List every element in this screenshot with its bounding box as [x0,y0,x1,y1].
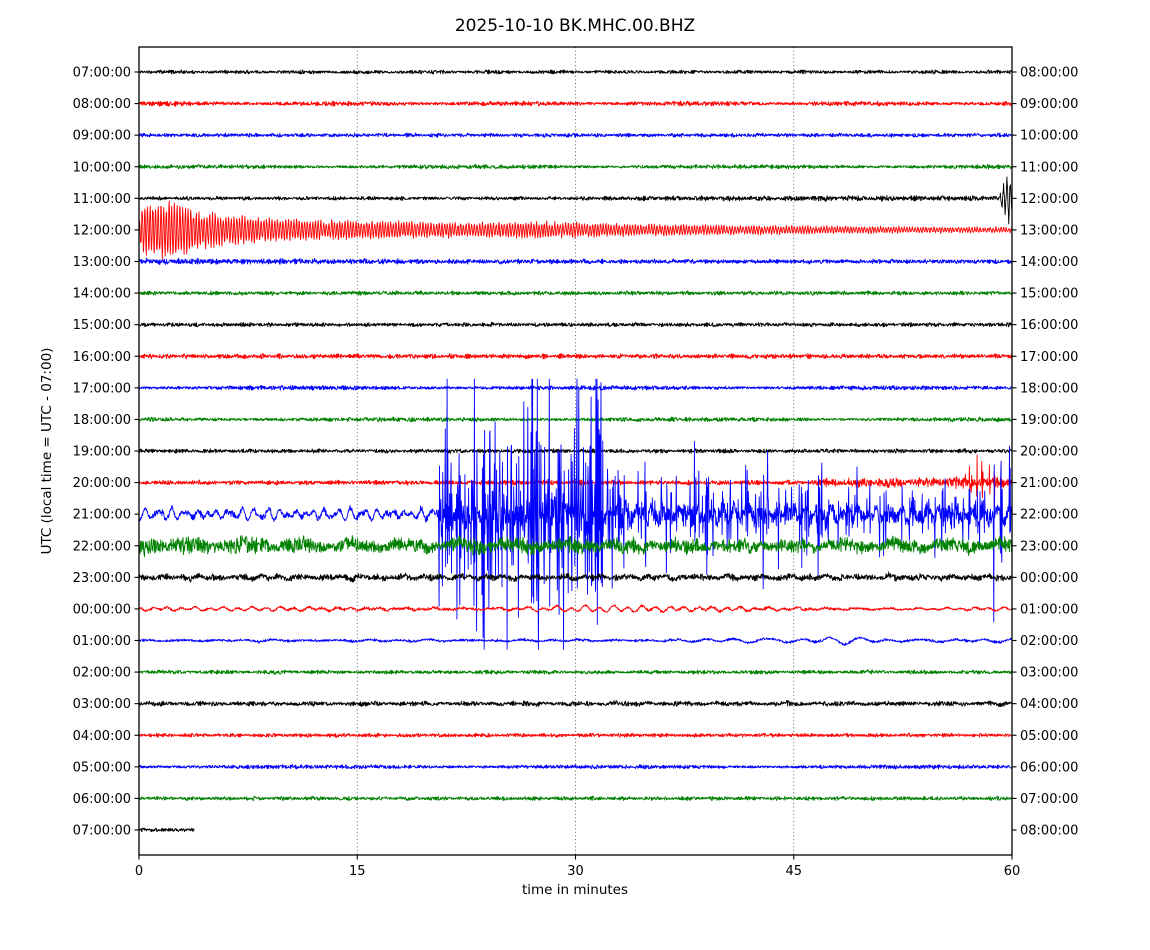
left-time-label: 07:00:00 [73,824,131,839]
trace-02:00:00 [139,669,1012,675]
left-time-label: 14:00:00 [73,287,131,302]
right-time-label: 10:00:00 [1020,129,1078,144]
left-time-label: 09:00:00 [73,129,131,144]
left-time-label: 01:00:00 [73,634,131,649]
right-time-label: 00:00:00 [1020,571,1078,586]
right-time-label: 05:00:00 [1020,729,1078,744]
trace-03:00:00 [139,700,1012,708]
right-time-label: 08:00:00 [1020,66,1078,81]
trace-06:00:00 [139,795,1012,802]
trace-05:00:00 [139,764,1012,770]
left-time-label: 10:00:00 [73,160,131,175]
left-time-label: 19:00:00 [73,445,131,460]
trace-12:00:00 [139,200,1012,260]
trace-19:00:00 [139,448,1012,454]
right-time-label: 21:00:00 [1020,476,1078,491]
x-tick-label: 15 [349,864,366,879]
right-time-label: 16:00:00 [1020,318,1078,333]
left-time-label: 07:00:00 [73,66,131,81]
x-tick-label: 60 [1004,864,1021,879]
left-time-label: 08:00:00 [73,97,131,112]
trace-13:00:00 [139,257,1012,266]
left-time-label: 11:00:00 [73,192,131,207]
right-time-label: 01:00:00 [1020,602,1078,617]
x-tick-label: 30 [567,864,584,879]
left-time-label: 17:00:00 [73,381,131,396]
left-time-label: 03:00:00 [73,697,131,712]
trace-16:00:00 [139,353,1012,360]
left-time-label: 00:00:00 [73,602,131,617]
right-time-label: 06:00:00 [1020,760,1078,775]
trace-group [139,69,1012,833]
right-time-label: 17:00:00 [1020,350,1078,365]
x-tick-label: 45 [785,864,802,879]
trace-09:00:00 [139,132,1012,138]
trace-23:00:00 [139,571,1012,583]
trace-17:00:00 [139,385,1012,391]
left-time-label: 05:00:00 [73,760,131,775]
right-time-label: 23:00:00 [1020,539,1078,554]
left-time-label: 16:00:00 [73,350,131,365]
left-time-label: 13:00:00 [73,255,131,270]
trace-01:00:00 [139,636,1012,646]
trace-08:00:00 [139,100,1012,107]
trace-10:00:00 [139,164,1012,170]
trace-18:00:00 [139,416,1012,423]
right-time-label: 07:00:00 [1020,792,1078,807]
right-time-label: 14:00:00 [1020,255,1078,270]
trace-15:00:00 [139,321,1012,328]
left-time-label: 22:00:00 [73,539,131,554]
right-time-label: 09:00:00 [1020,97,1078,112]
trace-00:00:00 [139,604,1012,614]
x-tick-label: 0 [135,864,143,879]
right-time-label: 18:00:00 [1020,381,1078,396]
right-time-label: 15:00:00 [1020,287,1078,302]
trace-11:00:00 [139,176,1012,225]
trace-04:00:00 [139,732,1012,738]
left-time-label: 04:00:00 [73,729,131,744]
right-time-label: 08:00:00 [1020,824,1078,839]
x-axis-label: time in minutes [521,882,629,898]
left-time-label: 18:00:00 [73,413,131,428]
trace-14:00:00 [139,290,1012,296]
left-time-label: 20:00:00 [73,476,131,491]
trace-22:00:00 [139,534,1012,558]
left-time-label: 02:00:00 [73,666,131,681]
right-time-label: 20:00:00 [1020,445,1078,460]
right-time-label: 19:00:00 [1020,413,1078,428]
left-tick-labels: 07:00:00 08:00:00 09:00:00 10:00:00 11:00:00… [73,66,139,839]
right-time-label: 11:00:00 [1020,160,1078,175]
right-tick-labels: 08:00:00 09:00:00 10:00:00 11:00:00 12:00:00… [1012,66,1078,839]
left-time-label: 12:00:00 [73,223,131,238]
right-time-label: 02:00:00 [1020,634,1078,649]
left-time-label: 21:00:00 [73,508,131,523]
right-time-label: 13:00:00 [1020,223,1078,238]
left-time-label: 23:00:00 [73,571,131,586]
right-time-label: 22:00:00 [1020,508,1078,523]
left-time-label: 06:00:00 [73,792,131,807]
figure-title: 2025-10-10 BK.MHC.00.BHZ [454,16,696,36]
trace-07:00:00 [139,69,1012,75]
trace-07:00:00 [139,827,195,833]
trace-21:00:00 [139,378,1012,650]
right-time-label: 03:00:00 [1020,666,1078,681]
right-time-label: 12:00:00 [1020,192,1078,207]
left-time-label: 15:00:00 [73,318,131,333]
right-time-label: 04:00:00 [1020,697,1078,712]
x-tick-labels: 0 15 30 45 60 [135,855,1020,879]
